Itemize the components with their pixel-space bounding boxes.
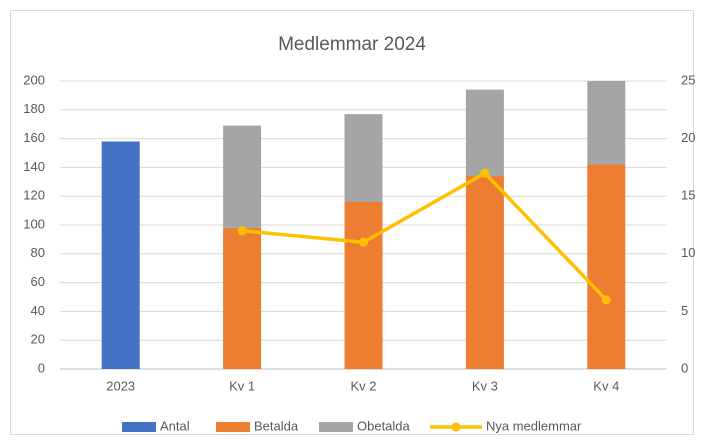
bar xyxy=(587,81,626,165)
legend-swatch xyxy=(319,422,353,432)
bar xyxy=(465,89,504,177)
x-tick-label: Kv 2 xyxy=(350,378,376,393)
legend-label: Obetalda xyxy=(357,418,411,433)
y2-tick-label: 20 xyxy=(681,130,695,145)
point xyxy=(480,168,490,178)
y-tick-label: 200 xyxy=(23,72,45,87)
y-tick-label: 180 xyxy=(23,101,45,116)
bar xyxy=(344,114,383,202)
y-tick-label: 80 xyxy=(31,245,45,260)
y-tick-label: 140 xyxy=(23,159,45,174)
bar xyxy=(223,125,262,228)
bar xyxy=(101,141,140,369)
bar xyxy=(465,176,504,369)
legend-swatch xyxy=(216,422,250,432)
x-tick-label: Kv 4 xyxy=(593,378,619,393)
y-tick-label: 100 xyxy=(23,216,45,231)
y-tick-label: 20 xyxy=(31,332,45,347)
x-tick-label: 2023 xyxy=(106,378,135,393)
line xyxy=(241,171,608,302)
legend-swatch xyxy=(122,422,156,432)
y2-tick-label: 15 xyxy=(681,188,695,203)
y-tick-label: 60 xyxy=(31,274,45,289)
y-tick-label: 120 xyxy=(23,188,45,203)
bar xyxy=(223,227,262,369)
x-tick-label: Kv 3 xyxy=(472,378,498,393)
bar xyxy=(344,201,383,369)
legend-label: Betalda xyxy=(254,418,299,433)
legend-label: Antal xyxy=(160,418,190,433)
point xyxy=(237,226,247,236)
y2-tick-label: 25 xyxy=(681,72,695,87)
bar xyxy=(587,164,626,369)
y-tick-label: 40 xyxy=(31,303,45,318)
point xyxy=(601,295,611,305)
y2-tick-label: 10 xyxy=(681,245,695,260)
legend-marker xyxy=(451,422,461,432)
point xyxy=(359,237,368,247)
y-tick-label: 0 xyxy=(38,360,45,375)
chart-title: Medlemmar 2024 xyxy=(278,34,426,55)
y2-tick-label: 0 xyxy=(681,360,688,375)
legend-label: Nya medlemmar xyxy=(486,418,582,433)
x-tick-label: Kv 1 xyxy=(229,378,255,393)
y2-tick-label: 5 xyxy=(681,303,688,318)
y-tick-label: 160 xyxy=(23,130,45,145)
